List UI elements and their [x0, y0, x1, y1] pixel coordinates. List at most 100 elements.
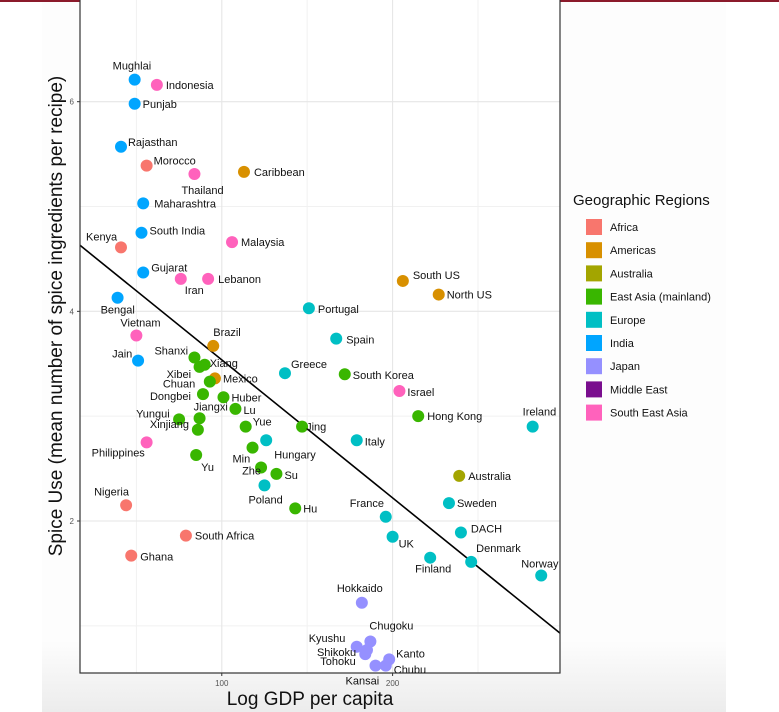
point-label: Norway — [521, 559, 559, 571]
data-point-yungui — [173, 413, 186, 426]
point-label: Maharashtra — [154, 198, 217, 210]
point-label: Yu — [201, 462, 214, 474]
data-point-australia — [453, 469, 466, 482]
data-point-chubu — [379, 659, 392, 672]
point-label: Jain — [112, 349, 132, 361]
point-label: Indonesia — [166, 80, 215, 92]
y-axis-title: Spice Use (mean number of spice ingredie… — [46, 76, 67, 557]
point-label: Dongbei — [150, 391, 191, 403]
point-label: Gujarat — [151, 263, 187, 275]
data-point-zhe — [255, 461, 268, 474]
data-point-kenya — [114, 241, 127, 254]
point-label: Ghana — [140, 552, 174, 564]
data-point-greece — [278, 367, 291, 380]
point-label: Huber — [231, 392, 261, 404]
y-tick-label: 6 — [70, 98, 75, 107]
data-point-portugal — [302, 302, 315, 315]
point-label: Su — [284, 470, 297, 482]
point-label: Shanxi — [154, 345, 188, 357]
data-point-yue — [239, 420, 252, 433]
point-label: Chubu — [394, 665, 426, 677]
data-point-ireland — [526, 420, 539, 433]
y-tick-label: 4 — [70, 307, 75, 316]
data-point-spain — [330, 332, 343, 345]
x-tick-label: 200 — [386, 679, 400, 688]
legend-label: Africa — [610, 222, 639, 234]
data-point-finland — [424, 551, 437, 564]
legend-swatch — [586, 404, 602, 421]
point-label: South Korea — [353, 370, 415, 382]
legend-label: Japan — [610, 361, 640, 373]
point-label: Bengal — [101, 305, 135, 317]
point-label: Sweden — [457, 498, 497, 510]
point-label: Portugal — [318, 304, 359, 316]
data-point-su — [270, 467, 283, 480]
legend-label: Americas — [610, 245, 656, 257]
point-label: Punjab — [143, 99, 177, 111]
point-label: South India — [149, 226, 206, 238]
plot-border — [79, 0, 561, 674]
legend-swatch — [586, 288, 602, 305]
legend-label: Australia — [610, 268, 654, 280]
data-point-lu — [229, 402, 242, 415]
data-point-xinjiang — [191, 423, 204, 436]
point-label: Brazil — [213, 327, 241, 339]
point-label: Malaysia — [241, 237, 285, 249]
point-label: Vietnam — [120, 317, 160, 329]
x-axis-title: Log GDP per capita — [227, 689, 394, 710]
point-label: Hong Kong — [427, 411, 482, 423]
point-label: Hungary — [274, 449, 316, 461]
data-point-dach — [454, 526, 467, 539]
point-label: Zhe — [242, 466, 261, 478]
point-label: Mughlai — [113, 61, 152, 73]
legend-swatch — [586, 358, 602, 375]
legend-label: Europe — [610, 315, 645, 327]
point-label: Philippines — [92, 447, 146, 459]
legend-swatch — [586, 219, 602, 235]
plot-panel — [80, 0, 560, 673]
point-label: Greece — [291, 359, 327, 371]
data-point-dongbei — [196, 388, 209, 401]
point-label: DACH — [471, 524, 502, 536]
point-label: South Africa — [195, 531, 255, 543]
point-label: Kansai — [346, 676, 380, 688]
point-label: UK — [399, 539, 415, 551]
point-label: Jiangxi — [194, 401, 228, 413]
point-label: Morocco — [154, 156, 196, 168]
point-labels: Mughlai Indonesia Punjab Rajasthan Morocco Th… — [86, 61, 559, 688]
point-label: Poland — [248, 494, 282, 506]
data-point-mughlai — [128, 73, 141, 86]
point-label: Thailand — [181, 185, 223, 197]
data-point-jiangxi — [193, 412, 206, 425]
legend-label: East Asia (mainland) — [610, 292, 711, 304]
point-label: Shikoku — [317, 647, 356, 659]
y-tick-label: 2 — [70, 517, 75, 526]
data-point-xiang — [198, 358, 211, 371]
data-point-tohoku — [359, 648, 372, 661]
data-point-rajasthan — [114, 140, 127, 153]
data-point-poland — [258, 479, 271, 492]
point-label: Xiang — [210, 358, 238, 370]
data-point-uk — [386, 530, 399, 543]
data-point-south-india — [135, 226, 148, 239]
data-point-kyushu — [350, 640, 363, 653]
point-label: Israel — [407, 387, 434, 399]
data-point-hong-kong — [412, 410, 425, 423]
point-label: Ireland — [523, 407, 557, 419]
legend-label: India — [610, 338, 635, 350]
legend-swatch — [586, 311, 602, 328]
point-label: Min — [233, 454, 251, 466]
data-point-sweden — [442, 497, 455, 510]
data-point-denmark — [465, 555, 478, 568]
data-points — [111, 73, 548, 672]
legend-label: South East Asia — [610, 408, 689, 420]
legend-swatch — [586, 265, 602, 282]
point-label: Yue — [253, 417, 272, 429]
data-point-caribbean — [237, 165, 250, 178]
data-point-malaysia — [226, 236, 239, 249]
point-label: South US — [413, 270, 460, 282]
point-label: North US — [447, 290, 492, 302]
data-point-brazil — [207, 339, 220, 352]
point-label: Spain — [346, 335, 374, 347]
